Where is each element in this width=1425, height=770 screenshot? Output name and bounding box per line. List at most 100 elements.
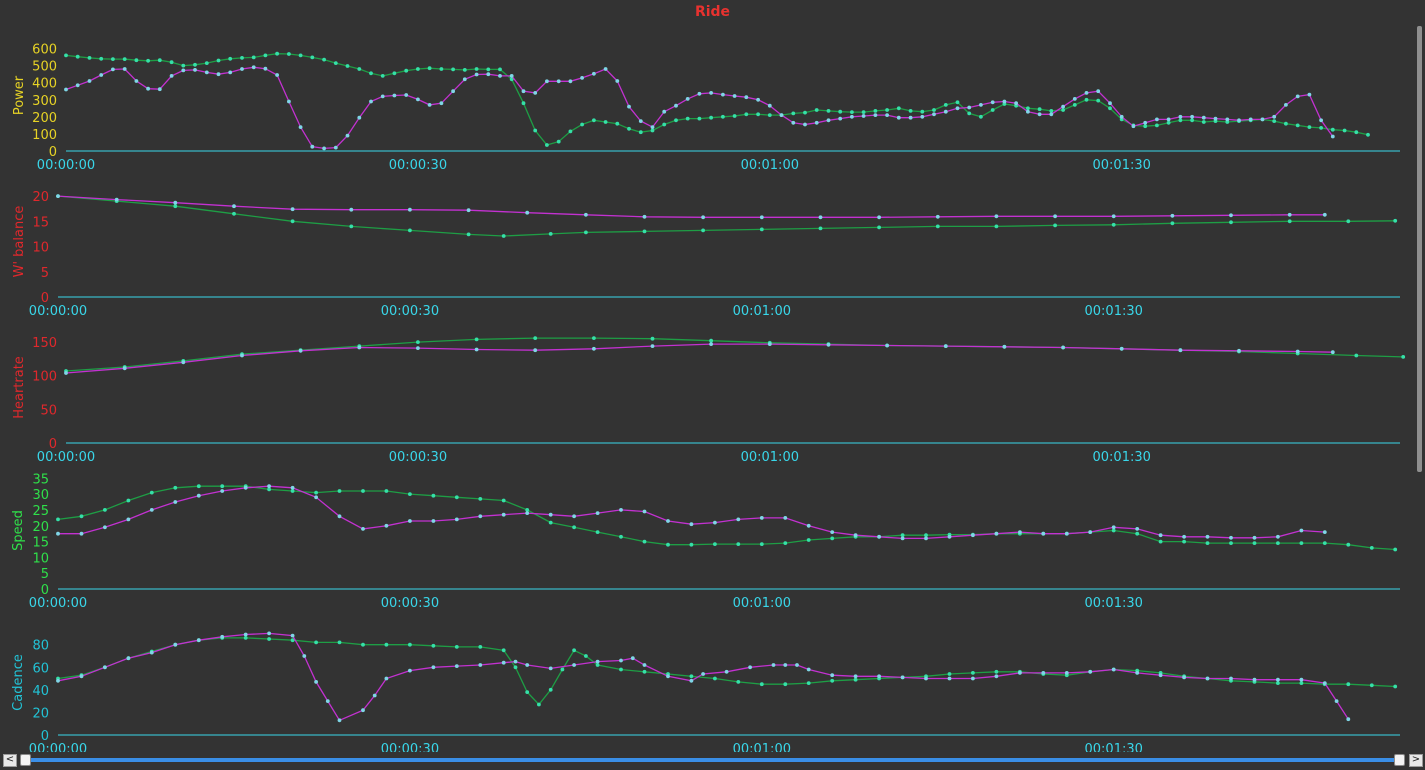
- scroll-left-button[interactable]: <: [3, 754, 17, 767]
- data-point-primary: [126, 656, 131, 661]
- data-point-compare: [674, 118, 678, 123]
- data-point-compare: [838, 109, 843, 114]
- data-point-primary: [240, 353, 244, 358]
- data-point-compare: [1346, 682, 1351, 687]
- chart-panel-2: 00:00:00 00:00:30 00:01:00 00:01:30 0 5 10 15 20…: [12, 190, 1400, 319]
- data-point-compare: [873, 109, 878, 113]
- y-tick-label: 400: [32, 77, 57, 92]
- data-point-compare: [662, 122, 667, 127]
- data-point-compare: [756, 112, 760, 117]
- data-point-primary: [947, 676, 952, 681]
- data-point-primary: [380, 94, 385, 99]
- data-point-compare: [783, 541, 788, 545]
- data-point-primary: [1041, 671, 1046, 675]
- data-point-compare: [627, 126, 631, 131]
- data-point-primary: [173, 500, 178, 504]
- data-point-compare: [721, 114, 725, 119]
- data-point-compare: [431, 493, 436, 498]
- data-point-compare: [513, 665, 518, 670]
- data-point-primary: [1252, 677, 1257, 682]
- data-point-compare: [454, 645, 459, 649]
- data-point-primary: [1237, 118, 1241, 123]
- data-point-primary: [568, 79, 573, 84]
- data-point-primary: [333, 145, 338, 150]
- data-point-primary: [345, 133, 350, 138]
- range-end-handle[interactable]: [1394, 754, 1405, 766]
- data-point-compare: [642, 539, 647, 544]
- data-point-primary: [572, 514, 576, 519]
- data-point-compare: [935, 224, 940, 229]
- data-point-primary: [994, 214, 999, 219]
- data-point-compare: [416, 340, 420, 344]
- data-point-compare: [732, 114, 737, 118]
- data-point-primary: [1026, 109, 1030, 114]
- data-point-compare: [744, 112, 749, 117]
- data-point-primary: [650, 125, 655, 129]
- y-tick-label: 20: [32, 520, 49, 535]
- y-tick-label: 5: [41, 567, 49, 582]
- data-point-primary: [1119, 346, 1124, 351]
- data-point-compare: [791, 111, 796, 116]
- data-point-primary: [134, 79, 139, 83]
- data-point-primary: [592, 346, 596, 351]
- data-point-compare: [357, 67, 362, 71]
- data-point-primary: [1064, 671, 1069, 675]
- data-point-compare: [1229, 220, 1233, 225]
- data-point-primary: [216, 72, 221, 77]
- data-point-primary: [615, 79, 620, 83]
- data-point-primary: [806, 523, 811, 528]
- data-point-primary: [509, 74, 514, 78]
- data-point-primary: [337, 718, 342, 723]
- data-point-compare: [638, 130, 643, 135]
- data-point-primary: [943, 344, 948, 348]
- data-point-primary: [1334, 699, 1339, 703]
- y-axis-label: Speed: [11, 510, 26, 551]
- data-point-compare: [1155, 123, 1159, 128]
- data-point-primary: [1213, 116, 1218, 121]
- data-point-primary: [1155, 117, 1159, 122]
- data-point-compare: [404, 68, 409, 73]
- data-point-primary: [572, 663, 576, 667]
- data-point-primary: [627, 104, 631, 109]
- data-point-compare: [619, 667, 623, 672]
- series-line-primary: [65, 343, 1333, 374]
- y-tick-label: 10: [32, 551, 49, 566]
- data-point-compare: [806, 681, 811, 685]
- data-point-primary: [920, 114, 925, 119]
- series-line-primary: [65, 66, 1334, 150]
- scroll-track[interactable]: [24, 758, 1402, 762]
- data-point-compare: [232, 211, 236, 216]
- data-point-compare: [1330, 127, 1335, 132]
- data-point-primary: [114, 197, 119, 202]
- time-range-scroller[interactable]: < >: [0, 753, 1425, 770]
- data-point-compare: [568, 129, 573, 134]
- data-point-primary: [1143, 120, 1148, 125]
- data-point-primary: [900, 675, 905, 680]
- data-point-primary: [357, 115, 362, 120]
- data-point-compare: [689, 674, 694, 679]
- data-point-compare: [501, 498, 506, 503]
- data-point-compare: [572, 648, 576, 653]
- data-point-compare: [474, 67, 479, 71]
- chart-panel-3: 00:00:00 00:00:30 00:01:00 00:01:30 0 50 100 15…: [12, 336, 1406, 465]
- data-point-primary: [275, 73, 279, 77]
- data-point-primary: [947, 534, 952, 539]
- data-point-primary: [1178, 114, 1183, 119]
- data-point-compare: [1299, 541, 1304, 545]
- data-point-compare: [979, 114, 983, 119]
- vertical-scrollbar[interactable]: [1417, 26, 1422, 472]
- data-point-primary: [1205, 676, 1210, 681]
- data-point-compare: [556, 139, 561, 144]
- data-point-compare: [240, 56, 244, 60]
- data-point-primary: [900, 536, 905, 541]
- data-point-primary: [1322, 530, 1327, 534]
- range-start-handle[interactable]: [20, 754, 31, 766]
- scroll-right-button[interactable]: >: [1409, 754, 1423, 767]
- data-point-primary: [674, 103, 678, 108]
- data-point-compare: [509, 77, 514, 82]
- data-point-primary: [439, 101, 444, 106]
- y-tick-label: 10: [32, 241, 49, 256]
- series-line-primary: [57, 632, 1349, 722]
- ride-plots: 00:00:00 00:00:30 00:01:00 00:01:3001002003…: [11, 43, 1406, 752]
- data-point-compare: [416, 67, 420, 71]
